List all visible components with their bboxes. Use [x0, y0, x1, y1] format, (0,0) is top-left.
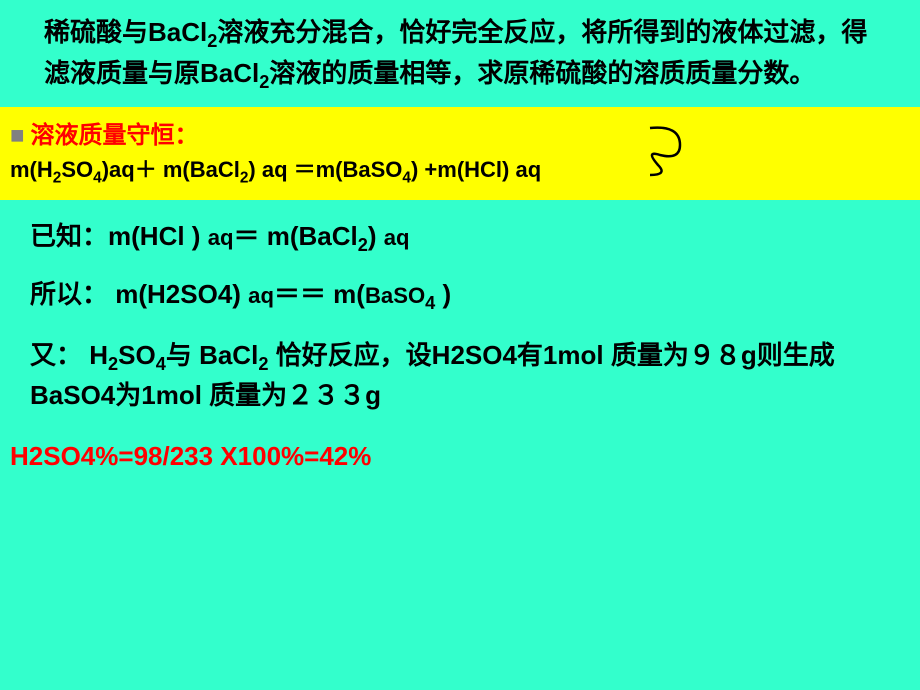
step-text: m(H2SO4): [115, 279, 248, 309]
step-label: 所以：: [30, 279, 115, 309]
bullet-icon: ■: [10, 122, 25, 149]
step-label: 已知：: [30, 221, 108, 251]
aq-text: aq: [208, 225, 234, 250]
step-known: 已知：m(HCl ) aq＝ m(BaCl2) aq: [0, 200, 920, 259]
aq-text: aq: [384, 225, 410, 250]
problem-sub-2: 2: [259, 72, 269, 92]
slide-container: 稀硫酸与BaCl2溶液充分混合，恰好完全反应，将所得到的液体过滤，得滤液质量与原…: [0, 0, 920, 690]
eq-part: m(H: [10, 157, 53, 182]
step-text: ): [435, 279, 451, 309]
step-text: ): [368, 221, 384, 251]
answer-text: H2SO4%=98/233 X100%=42%: [10, 441, 371, 471]
eq-sub: 4: [93, 170, 102, 187]
conservation-title: 溶液质量守恒：: [31, 122, 199, 149]
eq-part: SO: [61, 157, 93, 182]
step-text: H: [89, 340, 108, 370]
step-sub: 2: [108, 354, 118, 374]
eq-part: ) aq ＝m(BaSO: [248, 157, 402, 182]
step-therefore: 所以： m(H2SO4) aq＝＝ m(BaSO4 ): [0, 258, 920, 317]
step-sub: 2: [258, 354, 268, 374]
eq-part: ) +m(HCl) aq: [411, 157, 541, 182]
conservation-title-row: ■溶液质量守恒：: [10, 115, 910, 150]
step-sub: 4: [156, 354, 166, 374]
eq-sub: 4: [402, 170, 411, 187]
conservation-equation: m(H2SO4)aq＋ m(BaCl2) aq ＝m(BaSO4) +m(HCl…: [10, 152, 910, 187]
step-text-small: BaSO: [365, 283, 425, 308]
eq-part: )aq＋ m(BaCl: [102, 157, 240, 182]
step-also: 又： H2SO4与 BaCl2 恰好反应，设H2SO4有1mol 质量为９８g则…: [0, 317, 920, 415]
step-sub: 2: [358, 235, 368, 255]
problem-statement: 稀硫酸与BaCl2溶液充分混合，恰好完全反应，将所得到的液体过滤，得滤液质量与原…: [0, 0, 920, 101]
aq-text: aq: [248, 283, 274, 308]
problem-sub-1: 2: [207, 31, 217, 51]
step-text: ＝＝ m(: [274, 279, 365, 309]
problem-text-3: 溶液的质量相等，求原稀硫酸的溶质质量分数。: [269, 58, 815, 88]
step-text: m(HCl ): [108, 221, 208, 251]
step-sub: 4: [425, 293, 435, 313]
problem-text-1: 稀硫酸与BaCl: [44, 17, 207, 47]
final-answer: H2SO4%=98/233 X100%=42%: [0, 415, 920, 472]
conservation-box: ■溶液质量守恒： m(H2SO4)aq＋ m(BaCl2) aq ＝m(BaSO…: [0, 107, 920, 199]
step-text: 与 BaCl: [166, 340, 258, 370]
step-text: ＝ m(BaCl: [233, 221, 357, 251]
step-text: SO: [118, 340, 156, 370]
step-label: 又：: [30, 340, 89, 370]
